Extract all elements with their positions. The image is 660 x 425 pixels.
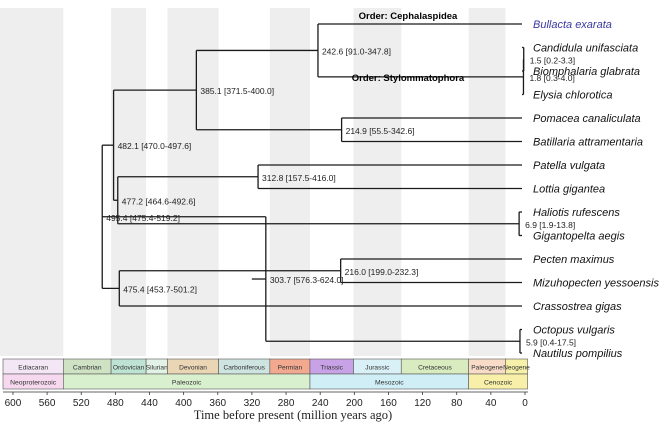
taxon-label: Patella vulgata (533, 160, 605, 172)
node-age-label: 214.9 [55.5-342.6] (346, 126, 415, 136)
taxon-label: Pecten maximus (533, 254, 615, 266)
taxon-label: Nautilus pompilius (533, 348, 623, 360)
background-band (167, 8, 219, 356)
taxon-label: Octopus vulgaris (533, 325, 615, 337)
era-box (468, 373, 528, 390)
axis-tick-label: 400 (175, 398, 192, 409)
axis-tick-label: 520 (73, 398, 90, 409)
taxon-label: Biomphalaria glabrata (533, 66, 640, 78)
axis-tick-label: 160 (380, 398, 397, 409)
node-age-label: 242.6 [91.0-347.8] (322, 46, 391, 56)
node-age-label: 216.0 [199.0-232.3] (345, 267, 419, 277)
period-label: Permian (278, 365, 303, 372)
node-age-labels: 303.7 [576.3-624.0] 495.4 [475.4-519.2] 48… (106, 46, 576, 347)
axis-tick-label: 280 (278, 398, 295, 409)
node-age-label: 475.4 [453.7-501.2] (123, 284, 197, 294)
taxon-labels: Bullacta exarata Candidula unifasciata Bio… (533, 19, 659, 360)
node-age-label: 495.4 [475.4-519.2] (106, 213, 180, 223)
period-label: Silurian (146, 365, 168, 372)
axis-tick-label: 320 (244, 398, 261, 409)
axis-tick-label: 440 (141, 398, 158, 409)
period-label: Ediacaran (18, 365, 48, 372)
time-axis: 600 560 520 480 440 400 360 320 280 240 200 160 120 8… (3, 391, 528, 409)
taxon-label: Mizuhopecten yessoensis (533, 278, 659, 290)
axis-tick-label: 80 (451, 398, 463, 409)
era-label: Neoproterozoic (10, 380, 57, 387)
background-band (468, 8, 506, 356)
period-label: Jurassic (365, 365, 390, 372)
axis-tick-label: 480 (107, 398, 124, 409)
background-band (353, 8, 402, 356)
taxon-label: Gigantopelta aegis (533, 231, 625, 243)
period-label: Neogene (503, 365, 530, 372)
axis-tick-label: 240 (312, 398, 329, 409)
period-label: Cretaceous (418, 365, 452, 372)
taxon-label: Candidula unifasciata (533, 43, 638, 55)
axis-tick-label: 360 (209, 398, 226, 409)
taxon-label: Lottia gigantea (533, 184, 605, 196)
background-band (111, 8, 147, 356)
geologic-timescale: Ediacaran Cambrian Ordovician Silurian Devon… (2, 358, 530, 390)
taxon-label: Crassostrea gigas (533, 301, 622, 313)
axis-tick-label: 560 (39, 398, 56, 409)
background-band (269, 8, 310, 356)
node-age-label: 1.5 [0.2-3.3] (530, 55, 575, 65)
period-label: Triassic (320, 365, 343, 372)
node-age-label: 312.8 [157.5-416.0] (262, 173, 336, 183)
background-band (0, 8, 64, 356)
era-label: Mesozoic (375, 380, 404, 387)
era-label: Cenozoic (484, 380, 513, 387)
era-label: Paleozoic (172, 380, 202, 387)
node-age-label: 477.2 [464.6-492.6] (122, 196, 196, 206)
axis-tick-label: 200 (346, 398, 363, 409)
node-age-label: 482.1 [470.0-497.6] (118, 141, 192, 151)
taxon-label: Batillaria attramentaria (533, 137, 643, 149)
period-label: Ordovician (113, 365, 145, 372)
node-age-label: 1.8 [0.3-4.0] (529, 73, 574, 83)
taxon-label: Elysia chlorotica (533, 90, 612, 102)
period-label: Paleogene (471, 365, 503, 372)
node-age-label: 385.1 [371.5-400.0] (200, 86, 274, 96)
background-bands (0, 8, 506, 356)
order-labels: Order: Cephalaspidea Order: Stylommatopho… (352, 11, 465, 84)
period-label: Carboniferous (224, 365, 266, 372)
period-label: Devonian (179, 365, 207, 372)
taxon-label: Pomacea canaliculata (533, 113, 641, 125)
node-age-label: 5.9 [0.4-17.5] (526, 337, 576, 347)
axis-tick-label: 0 (522, 398, 528, 409)
taxon-label: Haliotis rufescens (533, 207, 620, 219)
node-age-label: 303.7 [576.3-624.0] (270, 275, 344, 285)
axis-title: Time before present (million years ago) (194, 408, 392, 422)
node-age-label: 6.9 [1.9-13.8] (525, 220, 575, 230)
axis-tick-label: 600 (5, 398, 22, 409)
period-label: Cambrian (73, 365, 102, 372)
axis-tick-label: 120 (414, 398, 431, 409)
axis-tick-label: 40 (485, 398, 497, 409)
tree-branches (101, 23, 525, 354)
order-label: Order: Cephalaspidea (359, 11, 458, 22)
order-label: Order: Stylommatophora (352, 73, 465, 84)
taxon-label: Bullacta exarata (533, 19, 612, 31)
